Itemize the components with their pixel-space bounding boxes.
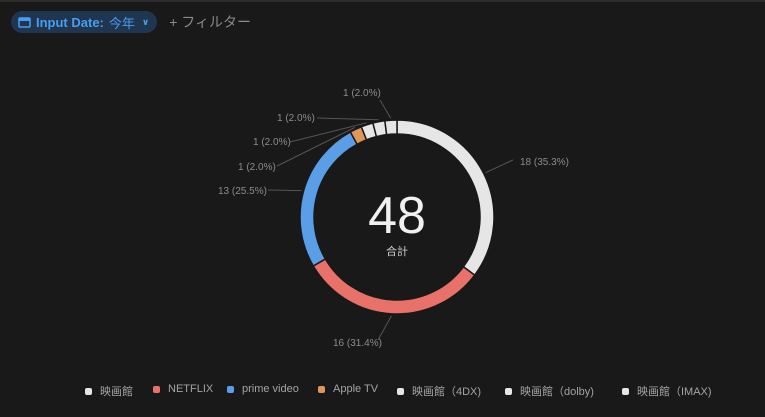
donut-segment[interactable]: [312, 257, 476, 315]
legend-swatch: [397, 387, 404, 395]
legend-item[interactable]: 映画館（IMAX): [622, 383, 712, 399]
legend-swatch: [505, 387, 512, 395]
legend-item[interactable]: 映画館（dolby): [505, 383, 594, 399]
data-label: 18 (35.3%): [520, 157, 569, 168]
filter-value: 今年: [108, 15, 135, 31]
donut-segment[interactable]: [384, 119, 398, 136]
total-value: 48: [368, 187, 426, 245]
chart-legend: 映画館 NETFLIX prime video Apple TV 映画館（4DX…: [0, 383, 765, 399]
filter-bar: Input Date: 今年 ∨ + フィルター: [11, 11, 251, 33]
data-label: 1 (2.0%): [343, 88, 381, 99]
data-label: 13 (25.5%): [218, 186, 267, 197]
add-filter-button[interactable]: + フィルター: [169, 14, 252, 30]
data-label: 1 (2.0%): [238, 162, 276, 173]
data-label: 1 (2.0%): [253, 137, 291, 148]
legend-swatch: [153, 385, 160, 393]
top-divider: [0, 0, 765, 2]
legend-item[interactable]: prime video: [227, 383, 299, 395]
legend-swatch: [227, 385, 234, 393]
filter-key: Input Date:: [36, 14, 104, 30]
legend-item[interactable]: 映画館: [85, 383, 133, 399]
legend-item[interactable]: NETFLIX: [153, 383, 213, 395]
legend-swatch: [318, 385, 325, 393]
calendar-icon: [18, 17, 31, 28]
data-label: 1 (2.0%): [277, 113, 315, 124]
legend-item[interactable]: 映画館（4DX): [397, 383, 481, 399]
total-label: 合計: [386, 244, 408, 258]
donut-segments: [299, 119, 495, 315]
legend-swatch: [622, 387, 629, 395]
legend-swatch: [85, 387, 92, 395]
data-label: 16 (31.4%): [333, 338, 382, 349]
chevron-down-icon: ∨: [141, 16, 150, 27]
data-labels: 18 (35.3%) 16 (31.4%) 13 (25.5%) 1 (2.0%) 1 …: [218, 88, 569, 349]
legend-item[interactable]: Apple TV: [318, 383, 378, 395]
donut-segment[interactable]: [299, 130, 359, 268]
date-filter-chip[interactable]: Input Date: 今年 ∨: [11, 11, 158, 33]
leader-lines: [267, 99, 514, 341]
